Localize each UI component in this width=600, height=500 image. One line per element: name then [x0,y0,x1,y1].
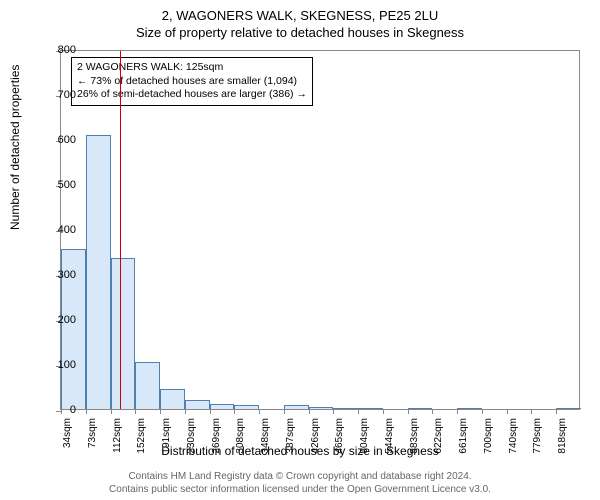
page-title: 2, WAGONERS WALK, SKEGNESS, PE25 2LU [0,0,600,23]
x-tick-label: 308sqm [235,418,246,458]
annotation-box: 2 WAGONERS WALK: 125sqm ← 73% of detache… [71,57,313,106]
x-tick [185,409,186,414]
x-tick-label: 73sqm [87,418,98,458]
y-axis-label: Number of detached properties [8,65,22,230]
x-tick [160,409,161,414]
x-tick-label: 387sqm [285,418,296,458]
x-tick-label: 818sqm [557,418,568,458]
x-tick-label: 465sqm [334,418,345,458]
x-tick [507,409,508,414]
x-tick-label: 269sqm [211,418,222,458]
x-tick-label: 230sqm [186,418,197,458]
x-tick [210,409,211,414]
x-tick [383,409,384,414]
x-tick-label: 661sqm [458,418,469,458]
x-tick-label: 583sqm [409,418,420,458]
x-tick [556,409,557,414]
x-tick [482,409,483,414]
x-tick-label: 740sqm [508,418,519,458]
histogram-bar [111,258,136,409]
x-tick [135,409,136,414]
x-tick [259,409,260,414]
x-tick [333,409,334,414]
x-tick [61,409,62,414]
y-tick-label: 500 [58,179,76,191]
x-tick-label: 622sqm [433,418,444,458]
x-tick-label: 34sqm [62,418,73,458]
histogram-bar [135,362,160,409]
histogram-bar [358,408,383,409]
histogram-bar [408,408,433,409]
chart-container: 2, WAGONERS WALK, SKEGNESS, PE25 2LU Siz… [0,0,600,500]
footer-line1: Contains HM Land Registry data © Crown c… [0,470,600,483]
y-tick-label: 100 [58,359,76,371]
histogram-bar [160,389,185,409]
chart-plot-area: 2 WAGONERS WALK: 125sqm ← 73% of detache… [60,50,580,410]
x-tick [432,409,433,414]
x-tick [408,409,409,414]
x-tick [309,409,310,414]
footer-line2: Contains public sector information licen… [0,483,600,496]
x-tick-label: 504sqm [359,418,370,458]
x-tick-label: 152sqm [136,418,147,458]
footer-attribution: Contains HM Land Registry data © Crown c… [0,470,600,496]
marker-line [120,51,121,409]
histogram-bar [457,408,482,409]
histogram-bar [309,407,334,409]
x-tick-label: 700sqm [483,418,494,458]
y-tick-label: 0 [70,404,76,416]
x-tick-label: 348sqm [260,418,271,458]
histogram-bar [284,405,309,409]
y-tick-label: 800 [58,44,76,56]
x-tick [234,409,235,414]
x-tick [111,409,112,414]
histogram-bar [556,408,581,409]
histogram-bar [234,405,259,409]
x-tick [86,409,87,414]
annotation-line3: 26% of semi-detached houses are larger (… [77,88,307,102]
y-tick-label: 400 [58,224,76,236]
annotation-line2: ← 73% of detached houses are smaller (1,… [77,75,307,89]
y-tick-label: 300 [58,269,76,281]
histogram-bar [86,135,111,410]
x-tick [284,409,285,414]
x-tick-label: 779sqm [532,418,543,458]
histogram-bar [333,408,358,409]
y-tick-label: 200 [58,314,76,326]
x-tick [531,409,532,414]
histogram-bar [185,400,210,409]
x-tick-label: 426sqm [310,418,321,458]
annotation-line1: 2 WAGONERS WALK: 125sqm [77,61,307,75]
y-tick-label: 700 [58,89,76,101]
x-tick [358,409,359,414]
histogram-bar [210,404,235,409]
page-subtitle: Size of property relative to detached ho… [0,23,600,40]
x-tick-label: 544sqm [384,418,395,458]
x-tick-label: 112sqm [112,418,123,458]
x-tick [457,409,458,414]
y-tick-label: 600 [58,134,76,146]
x-tick-label: 191sqm [161,418,172,458]
